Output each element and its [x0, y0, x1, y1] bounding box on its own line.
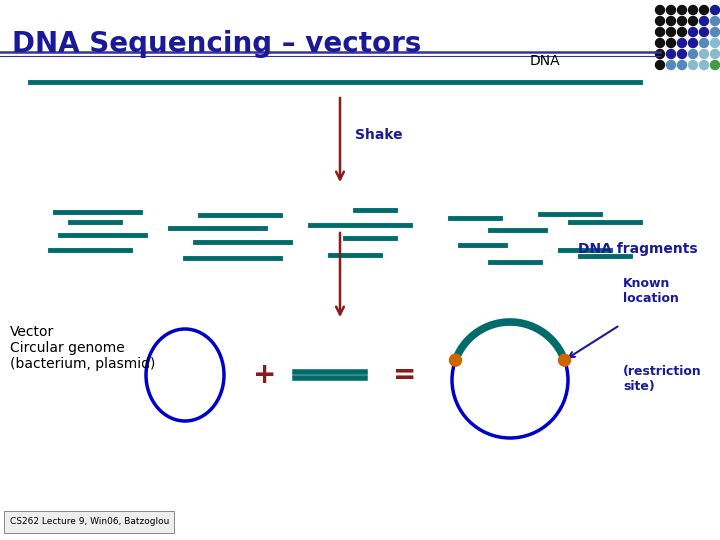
Text: Vector
Circular genome
(bacterium, plasmid): Vector Circular genome (bacterium, plasm… [10, 325, 156, 372]
Text: Shake: Shake [355, 128, 402, 142]
Text: (restriction
site): (restriction site) [623, 365, 702, 393]
Circle shape [678, 50, 686, 58]
Circle shape [700, 5, 708, 15]
Circle shape [688, 50, 698, 58]
Circle shape [700, 60, 708, 70]
Circle shape [700, 17, 708, 25]
Circle shape [688, 17, 698, 25]
Circle shape [655, 17, 665, 25]
Circle shape [655, 60, 665, 70]
Circle shape [688, 28, 698, 37]
Circle shape [655, 38, 665, 48]
Circle shape [559, 354, 570, 366]
Circle shape [711, 17, 719, 25]
Circle shape [667, 38, 675, 48]
Circle shape [688, 60, 698, 70]
Circle shape [711, 50, 719, 58]
Circle shape [711, 38, 719, 48]
Circle shape [667, 60, 675, 70]
Text: DNA Sequencing – vectors: DNA Sequencing – vectors [12, 30, 421, 58]
Circle shape [688, 5, 698, 15]
Circle shape [667, 50, 675, 58]
Circle shape [678, 28, 686, 37]
Circle shape [678, 60, 686, 70]
Circle shape [667, 28, 675, 37]
Text: Known
location: Known location [623, 277, 679, 305]
Circle shape [678, 5, 686, 15]
Circle shape [711, 60, 719, 70]
Circle shape [700, 28, 708, 37]
Circle shape [711, 28, 719, 37]
Text: =: = [393, 361, 417, 389]
Circle shape [655, 5, 665, 15]
Circle shape [655, 50, 665, 58]
Circle shape [678, 38, 686, 48]
Text: CS262 Lecture 9, Win06, Batzoglou: CS262 Lecture 9, Win06, Batzoglou [10, 517, 169, 526]
Circle shape [449, 354, 462, 366]
Circle shape [655, 28, 665, 37]
Circle shape [700, 38, 708, 48]
Circle shape [711, 5, 719, 15]
Circle shape [667, 17, 675, 25]
Text: DNA: DNA [530, 54, 561, 68]
Circle shape [688, 38, 698, 48]
Circle shape [700, 50, 708, 58]
Text: +: + [253, 361, 276, 389]
FancyBboxPatch shape [4, 511, 174, 533]
Text: DNA fragments: DNA fragments [578, 242, 698, 256]
Circle shape [667, 5, 675, 15]
Circle shape [678, 17, 686, 25]
